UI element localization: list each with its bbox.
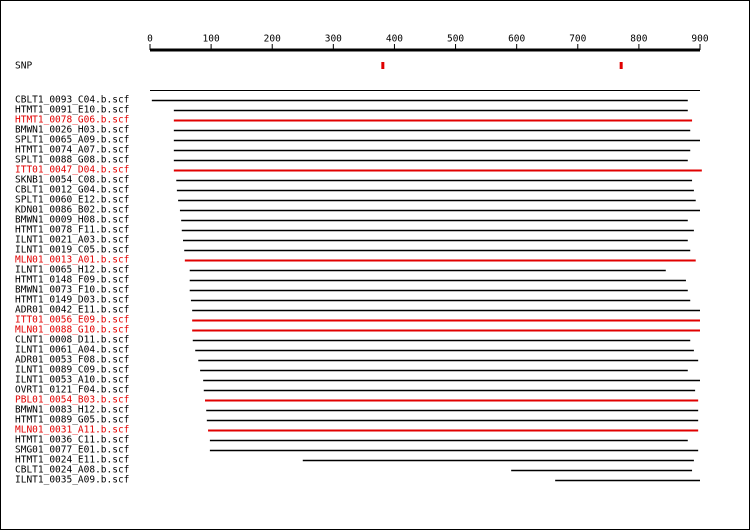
- read-name: OVRT1_0121_F04.b.scf: [15, 385, 129, 396]
- read-name: MLN01_0088_G10.b.scf: [15, 325, 129, 336]
- read-name: CBLT1_0012_G04.b.scf: [15, 185, 129, 196]
- read-name: HTMT1_0024_E11.b.scf: [15, 455, 129, 466]
- read-name: HTMT1_0074_A07.b.scf: [15, 145, 129, 156]
- snp-marker: [619, 62, 623, 69]
- read-name: SPLT1_0065_A09.b.scf: [15, 135, 129, 146]
- read-name: SPLT1_0088_G08.b.scf: [15, 155, 129, 166]
- read-name: CBLT1_0024_A08.b.scf: [15, 465, 129, 476]
- read-name: BMWN1_0026_H03.b.scf: [15, 125, 129, 136]
- ruler-tick-label: 700: [569, 34, 586, 45]
- ruler-tick-label: 400: [386, 34, 403, 45]
- read-name: SPLT1_0060_E12.b.scf: [15, 195, 129, 206]
- read-name: ILNT1_0035_A09.b.scf: [15, 475, 129, 486]
- read-name: HTMT1_0089_G05.b.scf: [15, 415, 129, 426]
- read-name: HTMT1_0149_D03.b.scf: [15, 295, 129, 306]
- read-name: HTMT1_0078_G06.b.scf: [15, 115, 129, 126]
- read-name: HTMT1_0091_E10.b.scf: [15, 105, 129, 116]
- read-name: PBL01_0054_B03.b.scf: [15, 395, 129, 406]
- ruler-tick-label: 500: [447, 34, 464, 45]
- read-name: SMG01_0077_E01.b.scf: [15, 445, 129, 456]
- ruler-tick-label: 100: [203, 34, 220, 45]
- ruler-tick-label: 300: [325, 34, 342, 45]
- read-name: CLNT1_0008_D11.b.scf: [15, 335, 129, 346]
- read-name: MLN01_0013_A01.b.scf: [15, 255, 129, 266]
- read-name: ITT01_0056_E09.b.scf: [15, 315, 129, 326]
- snp-label: SNP: [15, 61, 32, 72]
- read-name: HTMT1_0036_C11.b.scf: [15, 435, 129, 446]
- read-name: ILNT1_0053_A10.b.scf: [15, 375, 129, 386]
- read-name: ILNT1_0089_C09.b.scf: [15, 365, 129, 376]
- read-name: ILNT1_0065_H12.b.scf: [15, 265, 129, 276]
- ruler-tick-label: 900: [691, 34, 708, 45]
- ruler-tick-label: 0: [147, 34, 153, 45]
- read-name: ITT01_0047_D04.b.scf: [15, 165, 129, 176]
- snp-marker: [381, 62, 385, 69]
- read-name: ILNT1_0061_A04.b.scf: [15, 345, 129, 356]
- read-name: HTMT1_0148_F09.b.scf: [15, 275, 129, 286]
- read-name: BMWN1_0083_H12.b.scf: [15, 405, 129, 416]
- ruler-tick-label: 800: [630, 34, 647, 45]
- read-name: ILNT1_0019_C05.b.scf: [15, 245, 129, 256]
- read-name: SKNB1_0054_C08.b.scf: [15, 175, 129, 186]
- read-name: CBLT1_0093_C04.b.scf: [15, 95, 129, 106]
- read-name: ADR01_0042_E11.b.scf: [15, 305, 129, 316]
- read-name: ADR01_0053_F08.b.scf: [15, 355, 129, 366]
- read-name: KDN01_0086_B02.b.scf: [15, 205, 129, 216]
- read-name: MLN01_0031_A11.b.scf: [15, 425, 129, 436]
- read-name: BMWN1_0009_H08.b.scf: [15, 215, 129, 226]
- read-name: ILNT1_0021_A03.b.scf: [15, 235, 129, 246]
- read-name: BMWN1_0073_F10.b.scf: [15, 285, 129, 296]
- ruler-tick-label: 200: [264, 34, 281, 45]
- ruler-tick-label: 600: [508, 34, 525, 45]
- read-name: HTMT1_0078_F11.b.scf: [15, 225, 129, 236]
